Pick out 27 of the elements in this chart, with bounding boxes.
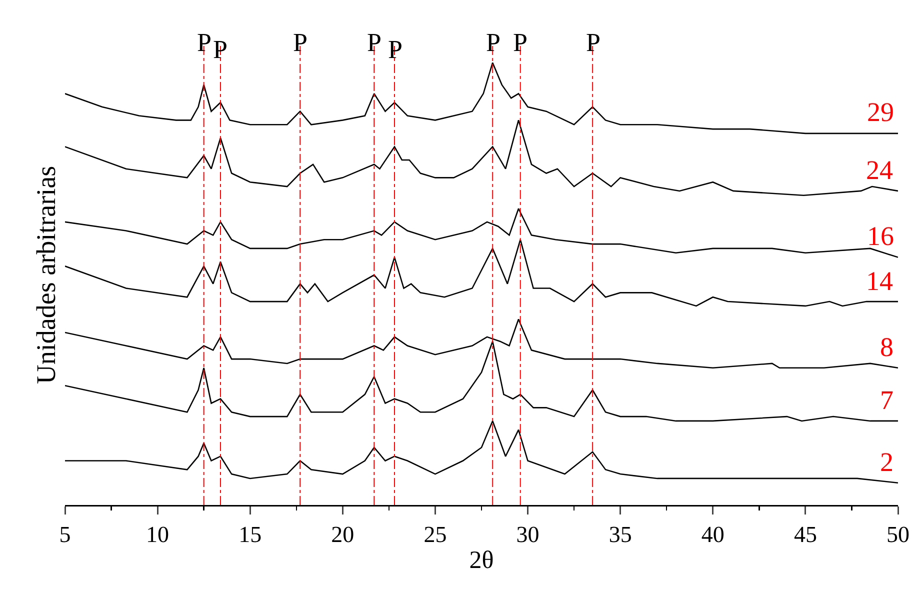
x-tick-label: 40 <box>701 522 724 548</box>
ref-line-label: P <box>197 28 212 57</box>
series-label: 2 <box>880 447 894 477</box>
series-label: 24 <box>866 155 894 185</box>
series-label: 29 <box>867 97 894 127</box>
x-tick-label: 5 <box>59 522 71 548</box>
ref-line-label: P <box>388 35 402 64</box>
series-label: 14 <box>866 266 894 296</box>
series-label: 16 <box>867 221 894 251</box>
ref-line-label: P <box>213 35 228 64</box>
x-tick-label: 25 <box>424 522 447 548</box>
x-tick-label: 35 <box>608 522 632 548</box>
y-axis-title: Unidades arbitrarias <box>31 166 62 384</box>
ref-line-label: P <box>513 28 528 57</box>
x-tick-label: 45 <box>794 522 817 548</box>
ref-line-label: P <box>586 28 600 57</box>
x-tick-label: 20 <box>331 522 354 548</box>
series-label: 7 <box>880 385 894 415</box>
x-tick-label: 50 <box>886 522 910 548</box>
series-label: 8 <box>880 332 894 362</box>
x-tick-label: 15 <box>238 522 262 548</box>
x-tick-label: 30 <box>516 522 540 548</box>
ref-line-label: P <box>367 28 382 57</box>
ref-line-label: P <box>486 28 500 57</box>
ref-line-label: P <box>293 28 308 57</box>
x-axis-title: 2θ <box>469 546 494 574</box>
x-tick-label: 10 <box>146 522 170 548</box>
